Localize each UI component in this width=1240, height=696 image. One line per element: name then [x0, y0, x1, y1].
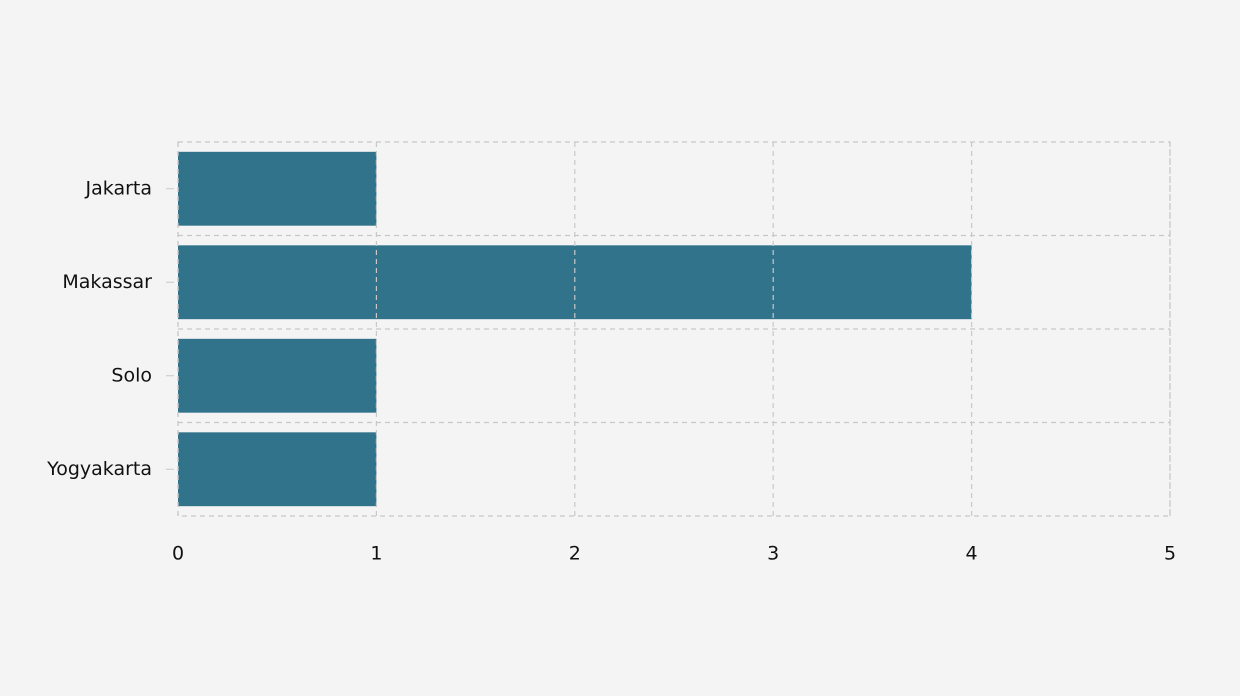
plot-frame — [177, 141, 1171, 517]
bar — [178, 432, 377, 507]
y-tick-label: Solo — [111, 364, 152, 386]
x-tick-label: 4 — [966, 543, 978, 565]
x-tick-label: 2 — [569, 543, 581, 565]
x-tick-label: 5 — [1164, 543, 1176, 565]
x-tick-label: 1 — [370, 543, 382, 565]
bar — [178, 338, 377, 413]
y-tick-label: Jakarta — [85, 177, 152, 199]
bar — [178, 151, 377, 226]
y-tick-label: Makassar — [62, 271, 152, 293]
y-tick-label: Yogyakarta — [46, 458, 152, 480]
x-tick-label: 3 — [767, 543, 779, 565]
x-tick-label: 0 — [172, 543, 184, 565]
